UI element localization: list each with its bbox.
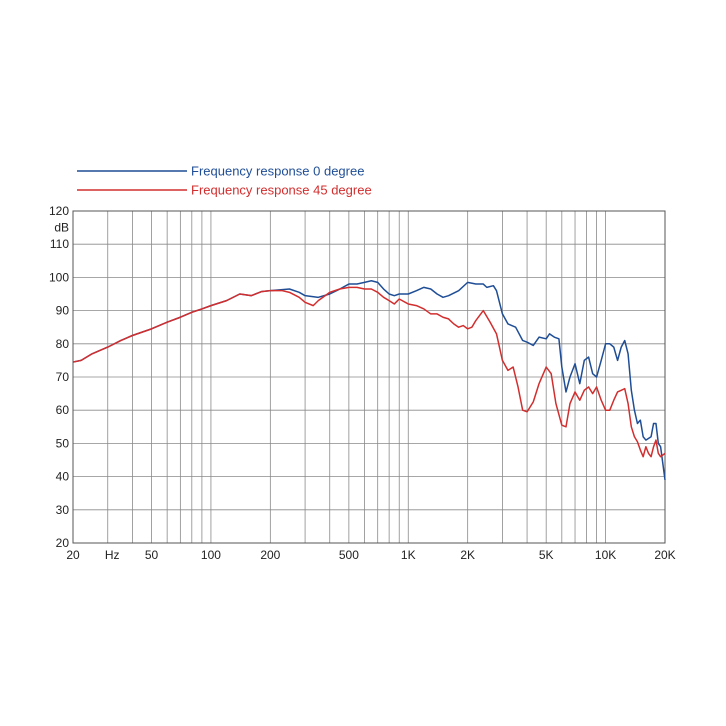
x-tick-labels: 20 50 100 200 500 1K 2K 5K 10K 20K [66,548,675,562]
y-tick-label: 40 [56,470,70,484]
y-tick-label: 50 [56,436,70,450]
grid [72,210,666,544]
y-tick-label: 110 [50,237,69,251]
y-tick-label: 100 [49,270,69,284]
legend-label-series-0: Frequency response 0 degree [191,164,364,179]
legend-label-series-1: Frequency response 45 degree [191,183,372,198]
x-axis-unit-label: Hz [105,548,120,562]
x-tick-label: 50 [145,548,159,562]
x-tick-label: 10K [595,548,616,562]
y-tick-label: 90 [56,304,70,318]
x-tick-label: 20 [66,548,80,562]
x-tick-label: 200 [260,548,280,562]
y-tick-labels: 20 30 40 50 60 70 80 90 100 110 120 [49,204,69,550]
x-tick-label: 100 [201,548,221,562]
y-axis-label: dB [54,221,69,235]
x-tick-label: 500 [339,548,359,562]
series-line-1 [72,286,666,458]
x-tick-label: 5K [539,548,554,562]
plot-frame [72,210,666,544]
x-tick-label: 1K [401,548,416,562]
y-tick-label: 60 [56,403,70,417]
legend: Frequency response 0 degree Frequency re… [77,164,372,198]
x-tick-label: 20K [654,548,675,562]
y-tick-label: 120 [49,204,69,218]
x-tick-label: 2K [460,548,475,562]
series-lines [72,279,666,481]
y-tick-label: 20 [56,536,70,550]
y-tick-label: 80 [56,337,70,351]
y-tick-label: 70 [56,370,70,384]
y-tick-label: 30 [56,503,70,517]
